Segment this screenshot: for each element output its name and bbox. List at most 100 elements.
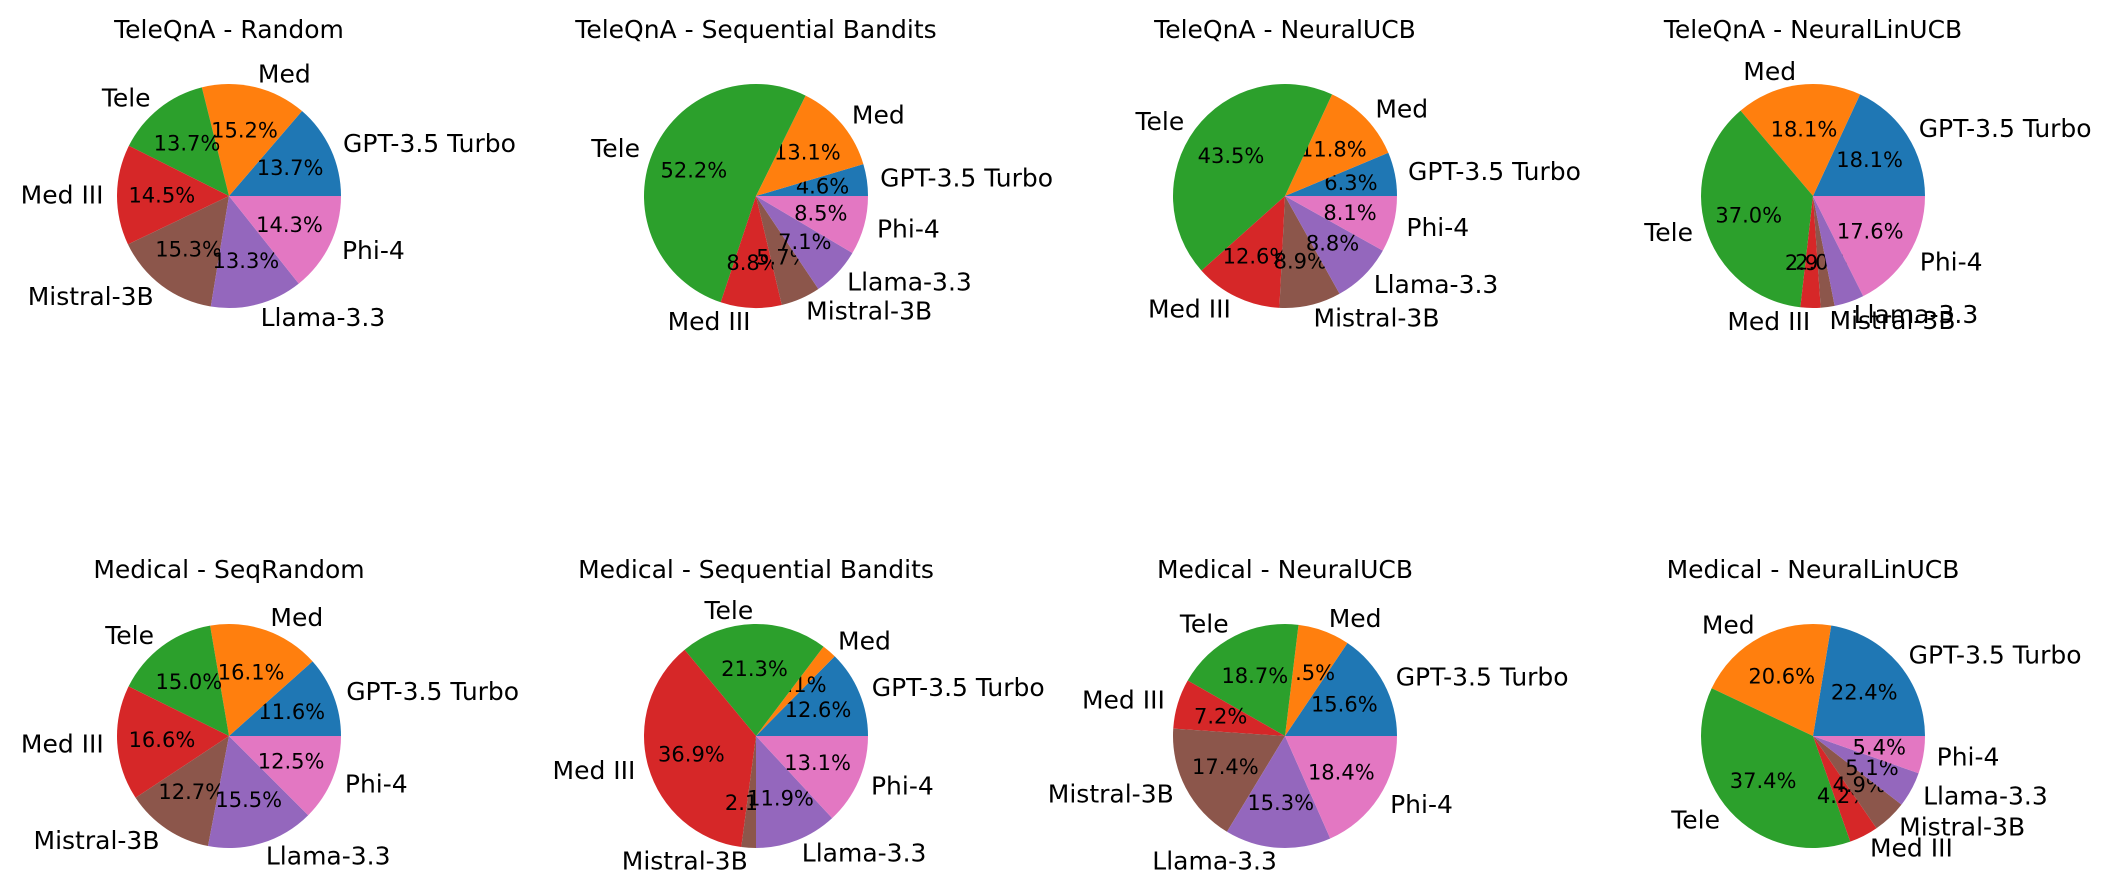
slice-label: Phi-4 — [1406, 213, 1469, 242]
pie-chart-teleqna-neurallinucb: TeleQnA - NeuralLinUCB GPT-3.5 Turbo 18.1%… — [1643, 15, 2091, 336]
slice-label: Tele — [1179, 609, 1229, 638]
pie-slice-llama-3-3 — [1813, 736, 1919, 805]
slice-label: Llama-3.3 — [1923, 782, 2048, 811]
pie-slice-gpt-3-5-turbo — [1813, 625, 1925, 736]
chart-title: Medical - NeuralUCB — [1157, 555, 1413, 584]
pie-slice-llama-3-3 — [756, 196, 853, 290]
slice-label: Med — [258, 59, 311, 88]
slice-label: Mistral-3B — [806, 296, 932, 325]
slice-percent-label: 20.6% — [1748, 665, 1815, 689]
slice-label: GPT-3.5 Turbo — [346, 677, 519, 706]
slice-percent-label: 12.6% — [1223, 245, 1290, 269]
slice-label: Med III — [553, 756, 636, 785]
slice-label: Mistral-3B — [34, 826, 160, 855]
pie-slice-phi-4 — [756, 196, 868, 254]
slice-percent-label: 11.9% — [747, 787, 814, 811]
slice-percent-label: 17.6% — [1837, 219, 1904, 243]
pie-slice-mistral-3b — [756, 196, 819, 305]
pie-slice-tele — [128, 625, 229, 736]
slice-percent-label: 16.1% — [218, 661, 285, 685]
slice-label: GPT-3.5 Turbo — [1408, 157, 1581, 186]
pie-slice-gpt-3-5-turbo — [1285, 152, 1397, 196]
slice-percent-label: 15.5% — [215, 788, 282, 812]
slice-percent-label: 12.6% — [785, 698, 852, 722]
pie-slice-med-iii — [1173, 680, 1285, 736]
slice-label: GPT-3.5 Turbo — [880, 163, 1053, 192]
slice-percent-label: 14.5% — [128, 183, 195, 207]
slice-percent-label: 13.3% — [213, 249, 280, 273]
slice-label: Mistral-3B — [622, 847, 748, 876]
pie-slice-phi-4 — [1813, 196, 1925, 297]
slice-percent-label: 36.9% — [658, 743, 725, 767]
slice-percent-label: 15.0% — [155, 670, 222, 694]
slice-label: GPT-3.5 Turbo — [1919, 114, 2092, 143]
slice-percent-label: 15.3% — [1247, 791, 1314, 815]
pie-slice-tele — [643, 83, 806, 303]
slice-label: Llama-3.3 — [266, 841, 391, 870]
slice-label: Med III — [1148, 295, 1231, 324]
slice-percent-label: 17.4% — [1192, 755, 1259, 779]
pie-slice-mistral-3b — [741, 736, 756, 848]
pie-chart-medical-neurallinucb: Medical - NeuralLinUCB GPT-3.5 Turbo 22.4%… — [1667, 555, 2082, 862]
slice-percent-label: 37.4% — [1730, 769, 1797, 793]
pie-slice-med-iii — [720, 196, 782, 309]
pie-slice-mistral-3b — [1813, 736, 1902, 829]
slice-label: Tele — [101, 84, 151, 113]
pie-slice-tele — [1172, 83, 1333, 271]
pie-slice-tele — [1701, 688, 1851, 848]
pie-slice-med — [201, 84, 303, 196]
slice-label: Mistral-3B — [28, 282, 154, 311]
pie-slice-phi-4 — [1813, 736, 1925, 774]
slice-percent-label: 11.6% — [258, 700, 325, 724]
slice-label: Med III — [668, 307, 751, 336]
slice-label: Med — [1375, 94, 1428, 123]
slice-label: Phi-4 — [1920, 247, 1983, 276]
slice-label: Phi-4 — [1390, 790, 1453, 819]
chart-title: Medical - NeuralLinUCB — [1667, 555, 1960, 584]
pie-slice-med — [1711, 623, 1832, 736]
pie-slice-med-iii — [643, 649, 756, 848]
slice-percent-label: 12.5% — [258, 750, 325, 774]
chart-title: TeleQnA - Random — [113, 15, 344, 44]
pie-chart-teleqna-sequential-bandits: TeleQnA - Sequential Bandits GPT-3.5 Turb… — [574, 15, 1053, 336]
slice-label: Mistral-3B — [1899, 813, 2025, 842]
slice-label: Med — [838, 627, 891, 656]
pie-slice-gpt-3-5-turbo — [229, 111, 341, 196]
slice-percent-label: 13.7% — [154, 132, 221, 156]
pie-slice-llama-3-3 — [1226, 736, 1331, 848]
slice-percent-label: 15.6% — [1311, 692, 1378, 716]
slice-percent-label: 15.2% — [211, 119, 278, 143]
slice-label: Med — [1702, 610, 1755, 639]
slice-percent-label: 13.7% — [257, 156, 324, 180]
slice-percent-label: 18.4% — [1308, 761, 1375, 785]
chart-title: TeleQnA - NeuralLinUCB — [1663, 15, 1962, 44]
slice-label: Phi-4 — [871, 772, 934, 801]
pie-slice-llama-3-3 — [1813, 196, 1864, 306]
slice-label: Med III — [1082, 685, 1165, 714]
slice-label: GPT-3.5 Turbo — [343, 129, 516, 158]
pie-chart-medical-sequential-bandits: Medical - Sequential Bandits GPT-3.5 Turb… — [553, 555, 1045, 876]
slice-label: Llama-3.3 — [847, 268, 972, 297]
chart-title: TeleQnA - Sequential Bandits — [574, 15, 936, 44]
slice-label: Med III — [1727, 307, 1810, 336]
slice-percent-label: 18.1% — [1771, 117, 1838, 141]
slice-percent-label: 13.1% — [774, 141, 841, 165]
slice-percent-label: 5.4% — [1853, 735, 1906, 759]
pie-slice-med — [1285, 94, 1389, 196]
pie-chart-medical-neuralucb: Medical - NeuralUCB GPT-3.5 Turbo 15.6% Med… — [1048, 555, 1569, 876]
slice-label: Tele — [1670, 806, 1720, 835]
slice-label: Med — [852, 101, 905, 130]
slice-percent-label: 12.7% — [158, 780, 225, 804]
pie-slice-gpt-3-5-turbo — [1285, 643, 1397, 736]
slice-percent-label: 21.3% — [721, 657, 788, 681]
pie-slice-llama-3-3 — [1285, 196, 1383, 294]
slice-percent-label: 18.1% — [1836, 148, 1903, 172]
slice-label: Med III — [1870, 833, 1953, 862]
chart-title: Medical - SeqRandom — [93, 555, 364, 584]
slice-percent-label: 11.8% — [1300, 137, 1367, 161]
slice-label: Phi-4 — [1937, 743, 2000, 772]
pie-slice-llama-3-3 — [756, 736, 833, 848]
slice-label: Tele — [1134, 107, 1184, 136]
